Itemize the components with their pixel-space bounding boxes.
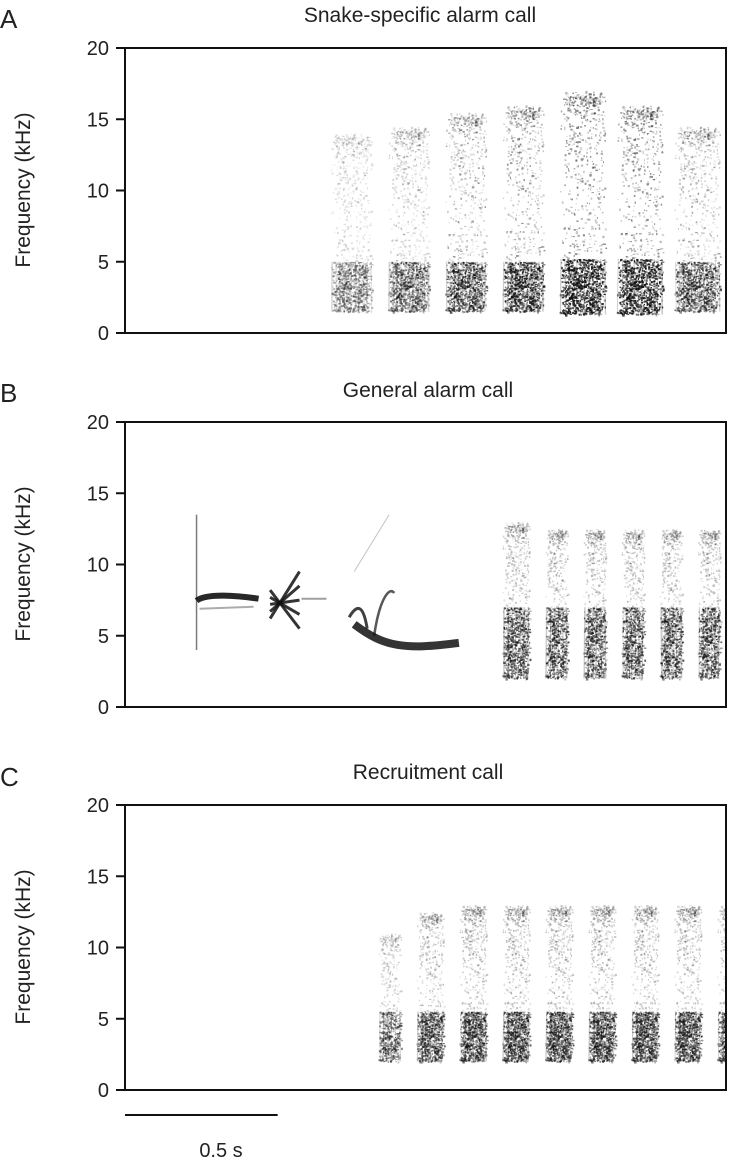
panel-c: C Recruitment call Frequency (kHz) 0 5 10 1… [0, 761, 732, 1102]
y-tick-label: 0 [98, 323, 109, 345]
y-tick-label: 20 [87, 412, 109, 434]
panel-letter-c: C [0, 762, 19, 792]
call-element [378, 934, 403, 1064]
call-element [416, 912, 445, 1064]
spectrogram-c [378, 905, 732, 1064]
y-tick-label: 0 [98, 1080, 109, 1102]
y-ticks-b: 0 5 10 15 20 [87, 412, 125, 719]
tonal-element [349, 515, 459, 647]
call-element [698, 530, 723, 681]
y-tick-label: 20 [87, 795, 109, 817]
panel-letter-a: A [0, 4, 18, 34]
panel-letter-b: B [0, 378, 17, 408]
call-element [388, 127, 431, 314]
call-element [717, 905, 732, 1064]
y-tick-label: 5 [98, 626, 109, 648]
call-element [660, 529, 685, 681]
call-element [583, 529, 608, 681]
spectrogram-a [331, 91, 732, 317]
y-tick-label: 5 [98, 1009, 109, 1031]
time-scale-bar: 0.5 s [125, 1115, 278, 1162]
call-element [674, 127, 722, 314]
y-ticks-c: 0 5 10 15 20 [87, 795, 125, 1102]
scale-bar-label: 0.5 s [199, 1140, 242, 1162]
call-element [331, 134, 374, 314]
call-element [631, 905, 661, 1064]
y-axis-label-a: Frequency (kHz) [12, 112, 35, 267]
y-tick-label: 10 [87, 181, 109, 203]
y-tick-label: 10 [87, 555, 109, 577]
panel-title-a: Snake-specific alarm call [304, 4, 536, 27]
call-element [621, 529, 646, 680]
call-element [674, 905, 704, 1064]
panel-title-b: General alarm call [343, 379, 513, 402]
spectrogram-b [197, 515, 732, 681]
call-element [502, 905, 532, 1063]
call-element [545, 905, 575, 1064]
y-tick-label: 5 [98, 252, 109, 274]
call-element [502, 105, 545, 314]
panel-title-c: Recruitment call [353, 761, 504, 784]
call-element [502, 522, 532, 681]
y-tick-label: 20 [87, 38, 109, 60]
tonal-element [270, 572, 326, 629]
call-element [588, 905, 618, 1064]
call-element [617, 105, 665, 316]
call-element [545, 529, 570, 681]
y-tick-label: 15 [87, 109, 109, 131]
call-element [560, 91, 608, 317]
tonal-element [197, 515, 259, 650]
y-axis-label-c: Frequency (kHz) [12, 869, 35, 1024]
panel-a: A Snake-specific alarm call Frequency (k… [0, 4, 732, 345]
y-tick-label: 15 [87, 866, 109, 888]
y-tick-label: 0 [98, 697, 109, 719]
y-tick-label: 15 [87, 483, 109, 505]
y-ticks-a: 0 5 10 15 20 [87, 38, 125, 345]
y-tick-label: 10 [87, 938, 109, 960]
call-element [445, 112, 488, 313]
y-axis-label-b: Frequency (kHz) [12, 486, 35, 641]
call-element [459, 905, 489, 1064]
panel-b: B General alarm call Frequency (kHz) 0 5 1… [0, 378, 732, 719]
